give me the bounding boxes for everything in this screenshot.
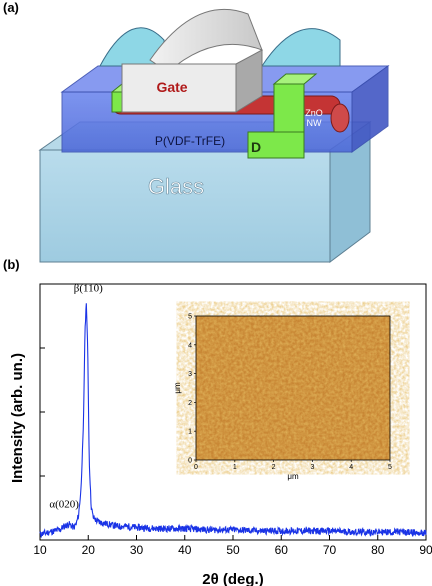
panel-a-label: (a) <box>3 0 19 15</box>
glass-front-face <box>39 149 331 263</box>
x-tick-label: 40 <box>178 543 192 557</box>
device-schematic: S D Gate P(VDF-TrFE) ZnO NW Glass <box>38 8 390 263</box>
gate-top <box>149 8 263 73</box>
x-tick-label: 80 <box>371 543 385 557</box>
afm-frame <box>195 315 391 461</box>
panel-b-label: (b) <box>3 257 20 272</box>
nanowire-end <box>330 103 350 133</box>
x-axis-label: 2θ (deg.) <box>202 571 263 586</box>
alpha-peak-label: α(020) <box>49 499 79 511</box>
inset-y-tick-label: 1 <box>188 429 192 436</box>
inset-x-label: μm <box>287 472 299 481</box>
drain-electrode-upper <box>273 83 305 133</box>
polymer-label: P(VDF-TrFE) <box>155 134 225 148</box>
glass-label: Glass <box>148 174 204 199</box>
inset-y-label: μm <box>173 382 182 394</box>
x-tick-label: 50 <box>226 543 240 557</box>
x-tick-label: 70 <box>323 543 337 557</box>
drain-electrode-front <box>247 131 305 159</box>
peak-annotations: β(110) α(020) <box>49 282 103 510</box>
polymer-side-face <box>351 65 389 153</box>
inset-x-tick-label: 4 <box>349 464 353 471</box>
gate-label: Gate <box>156 79 187 95</box>
inset-x-tick-label: 1 <box>233 464 237 471</box>
inset-y-tick-label: 2 <box>188 400 192 407</box>
inset-x-tick-label: 2 <box>272 464 276 471</box>
xrd-chart: 10 20 30 40 50 60 70 80 90 β(110)α(020) 2θ (deg.… <box>9 282 432 586</box>
xrd-series-line <box>39 303 427 539</box>
inset-x-tick-label: 3 <box>310 464 314 471</box>
beta-peak-label: β(110) <box>74 282 103 294</box>
gate-side-face <box>235 49 263 113</box>
x-tick-label: 90 <box>419 543 432 557</box>
inset-y-tick-label: 0 <box>188 458 192 465</box>
x-tick-label: 30 <box>130 543 144 557</box>
inset-y-tick-label: 3 <box>188 371 192 378</box>
inset-y-tick-label: 5 <box>188 314 192 321</box>
inset-y-ticks: 0 1 2 3 4 5 <box>188 314 196 465</box>
afm-texture <box>196 316 390 460</box>
nanowire-label-line1: ZnO <box>305 108 323 118</box>
x-tick-label: 20 <box>82 543 96 557</box>
y-axis-ticks <box>40 347 45 477</box>
x-axis-ticks: 10 20 30 40 50 60 70 80 90 <box>33 535 432 557</box>
inset-x-ticks: 0 1 2 3 4 5 <box>194 460 392 471</box>
nanowire-label-line2: NW <box>307 118 322 128</box>
afm-inset: 0 1 2 3 4 5 0 1 2 3 4 5 μm μm <box>173 314 392 482</box>
x-tick-label: 10 <box>33 543 47 557</box>
inset-x-tick-label: 5 <box>388 464 392 471</box>
inset-y-tick-label: 4 <box>188 342 192 349</box>
polymer-arch-right <box>261 28 341 67</box>
polymer-arch-left <box>99 27 165 67</box>
inset-x-tick-label: 0 <box>194 464 198 471</box>
drain-label: D <box>251 139 261 155</box>
y-axis-label: Intensity (arb. un.) <box>9 353 26 483</box>
x-tick-label: 60 <box>275 543 289 557</box>
